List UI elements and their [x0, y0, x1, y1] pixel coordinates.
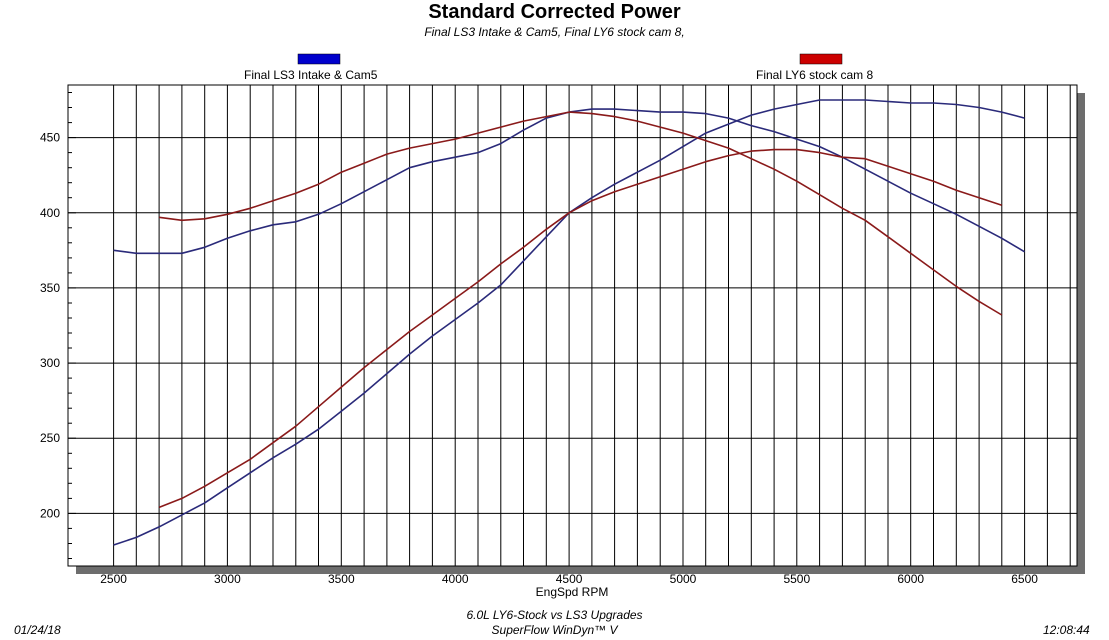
- x-tick-label: 2500: [100, 572, 127, 586]
- chart-title: Standard Corrected Power: [428, 1, 681, 23]
- plot-area: [67, 84, 1078, 567]
- y-tick-label: 450: [40, 131, 60, 145]
- x-tick-label: 3000: [214, 572, 241, 586]
- legend-swatch: [297, 53, 341, 65]
- series-lines: [113, 99, 1026, 546]
- y-tick-label: 400: [40, 206, 60, 220]
- footer-software: SuperFlow WinDyn™ V: [491, 623, 618, 637]
- x-tick-label: 5500: [783, 572, 810, 586]
- axis-ticks: 200 250 300 350 400 450 2500 3000 3500 4000 4500 50…: [40, 92, 1038, 586]
- x-tick-label: 3500: [328, 572, 355, 586]
- footer-description: 6.0L LY6-Stock vs LS3 Upgrades: [466, 608, 643, 622]
- y-tick-label: 350: [40, 281, 60, 295]
- legend-label: Final LS3 Intake & Cam5: [244, 68, 378, 82]
- series-1-curve-0: [158, 111, 1003, 316]
- y-tick-label: 200: [40, 506, 60, 520]
- x-tick-label: 5000: [670, 572, 697, 586]
- chart-subtitle: Final LS3 Intake & Cam5, Final LY6 stock…: [424, 25, 685, 39]
- x-tick-label: 4000: [442, 572, 469, 586]
- x-tick-label: 4500: [556, 572, 583, 586]
- x-axis-label: EngSpd RPM: [536, 585, 609, 599]
- legend: Final LS3 Intake & Cam5 Final LY6 stock c…: [244, 53, 873, 82]
- y-tick-label: 250: [40, 431, 60, 445]
- x-tick-label: 6000: [897, 572, 924, 586]
- footer-date: 01/24/18: [14, 623, 61, 637]
- legend-label: Final LY6 stock cam 8: [756, 68, 873, 82]
- y-tick-label: 300: [40, 356, 60, 370]
- grid: [68, 85, 1077, 566]
- legend-swatch: [799, 53, 843, 65]
- series-1-curve-1: [158, 148, 1003, 509]
- x-tick-label: 6500: [1011, 572, 1038, 586]
- footer-time: 12:08:44: [1043, 623, 1090, 637]
